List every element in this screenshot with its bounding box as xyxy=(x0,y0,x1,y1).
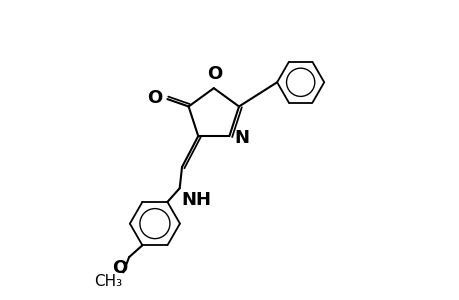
Text: NH: NH xyxy=(181,191,211,209)
Text: O: O xyxy=(112,259,128,277)
Text: O: O xyxy=(206,65,222,83)
Text: N: N xyxy=(234,129,249,147)
Text: CH₃: CH₃ xyxy=(94,274,122,289)
Text: O: O xyxy=(146,89,162,107)
